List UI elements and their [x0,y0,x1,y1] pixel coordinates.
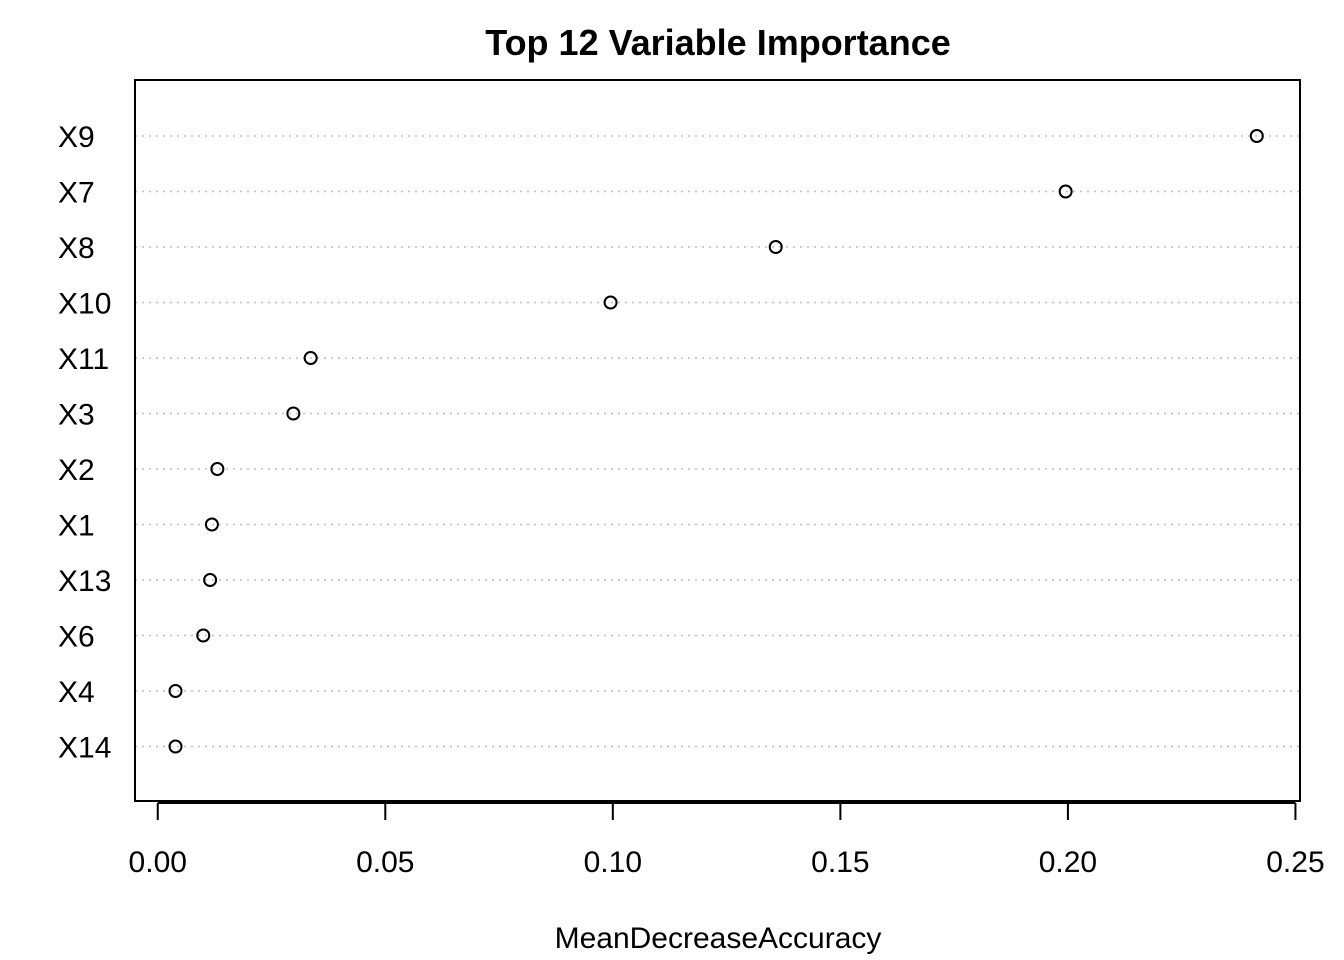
category-labels: X9 X7 X8 X10 X11 X3 X2 X1 X13 X6 X4 X14 [58,121,111,765]
x-axis: 0.00 0.05 0.10 0.15 0.20 0.25 [129,802,1325,879]
x-tick-label: 0.05 [356,846,414,879]
data-point-x9 [1249,129,1264,143]
category-label-x9: X9 [58,121,95,154]
category-label-x6: X6 [58,621,95,654]
category-label-x7: X7 [58,177,95,210]
x-tick-label: 0.10 [584,846,642,879]
data-point-x2 [210,462,225,476]
category-label-x13: X13 [58,565,111,598]
data-points [168,129,1264,754]
category-label-x1: X1 [58,510,95,543]
category-label-x10: X10 [58,288,111,321]
category-label-x11: X11 [58,343,109,376]
category-label-x3: X3 [58,399,95,432]
category-label-x8: X8 [58,232,95,265]
category-label-x4: X4 [58,676,95,709]
x-tick-label: 0.25 [1266,846,1324,879]
data-point-x10 [603,295,618,310]
category-label-x14: X14 [58,732,111,765]
x-tick-label: 0.00 [129,846,187,879]
data-point-x6 [196,628,211,643]
category-label-x2: X2 [58,454,95,487]
data-point-x13 [203,573,218,587]
data-point-x1 [204,517,219,532]
data-point-x4 [168,684,183,698]
data-point-x8 [768,240,783,254]
plot-frame [134,79,1301,802]
x-tick-label: 0.20 [1039,846,1097,879]
x-axis-label: MeanDecreaseAccuracy [555,922,882,955]
chart-title: Top 12 Variable Importance [485,22,951,63]
x-tick-label: 0.15 [811,846,869,879]
data-point-x7 [1058,184,1073,199]
data-point-x3 [286,406,301,421]
grid-lines [135,135,1300,748]
data-point-x14 [168,739,183,754]
data-point-x11 [303,351,318,365]
